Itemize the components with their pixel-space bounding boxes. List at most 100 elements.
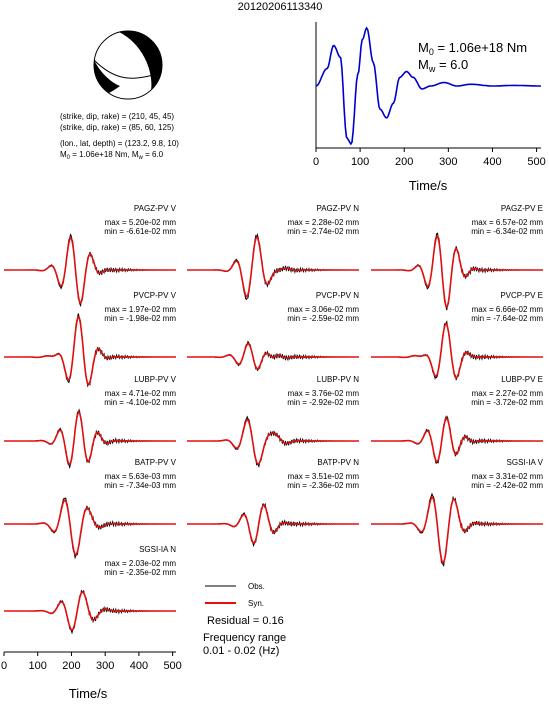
trace-synthetic	[371, 496, 543, 564]
stf-tick-label: 100	[351, 156, 369, 168]
trace-name: BATP-PV V	[135, 458, 177, 467]
trace-min: min = -6.61e-02 mm	[104, 227, 176, 236]
bottom-tick-label: 300	[96, 660, 114, 672]
legend-obs-label: Obs.	[248, 582, 265, 591]
trace-synthetic	[187, 342, 359, 370]
legend: Obs. Syn.	[205, 582, 265, 608]
trace-min: min = -2.92e-02 mm	[287, 398, 359, 407]
trace-max: max = 3.76e-02 mm	[288, 389, 360, 398]
trace-min: min = -2.59e-02 mm	[287, 314, 359, 323]
trace-min: min = -6.34e-02 mm	[471, 227, 543, 236]
bottom-tick-label: 200	[62, 660, 80, 672]
stf-tick-label: 200	[395, 156, 413, 168]
trace-name: SGSI-IA N	[139, 545, 176, 554]
trace-min: min = -1.98e-02 mm	[104, 314, 176, 323]
beachball-nodal-plane-2	[94, 59, 162, 79]
trace-name: LUBP-PV N	[317, 375, 359, 384]
trace-max: max = 6.57e-02 mm	[472, 218, 544, 227]
trace-min: min = -2.36e-02 mm	[287, 481, 359, 490]
plane2-text: (strike, dip, rake) = (85, 60, 125)	[60, 123, 174, 132]
bottom-tick-label: 400	[130, 660, 148, 672]
trace-name: PVCP-PV E	[500, 291, 543, 300]
trace-max: max = 1.97e-02 mm	[105, 305, 177, 314]
trace-min: min = -7.64e-02 mm	[471, 314, 543, 323]
trace-max: max = 3.51e-02 mm	[288, 472, 360, 481]
stf-xlabel: Time/s	[409, 178, 448, 193]
bottom-tick-label: 500	[163, 660, 181, 672]
trace-synthetic	[4, 591, 176, 631]
trace-max: max = 5.63e-03 mm	[105, 472, 177, 481]
trace-synthetic	[4, 316, 176, 386]
bottom-tick-label: 100	[29, 660, 47, 672]
trace-max: max = 5.20e-02 mm	[105, 218, 177, 227]
trace-synthetic	[4, 236, 176, 305]
freq-label: Frequency range	[203, 632, 286, 644]
trace-synthetic	[187, 236, 359, 298]
trace-name: LUBP-PV V	[134, 375, 176, 384]
stf-tick-label: 0	[313, 156, 319, 168]
trace-name: PAGZ-PV V	[134, 204, 177, 213]
trace-min: min = -2.74e-02 mm	[287, 227, 359, 236]
trace-max: max = 2.28e-02 mm	[288, 218, 360, 227]
figure-title: 20120206113340	[238, 1, 323, 13]
trace-synthetic	[371, 235, 543, 309]
residual-text: Residual = 0.16	[207, 615, 284, 627]
trace-name: PAGZ-PV N	[316, 204, 359, 213]
trace-name: PAGZ-PV E	[501, 204, 543, 213]
trace-name: PVCP-PV N	[316, 291, 359, 300]
stf-curve	[315, 26, 541, 146]
beachball	[93, 30, 163, 100]
trace-observed	[187, 232, 359, 301]
bottom-xlabel: Time/s	[69, 686, 108, 701]
stf-tick-label: 300	[439, 156, 457, 168]
trace-synthetic	[4, 411, 176, 466]
trace-observed	[187, 340, 359, 372]
trace-max: max = 3.31e-02 mm	[472, 472, 544, 481]
trace-name: BATP-PV N	[317, 458, 359, 467]
location-text: (lon., lat, depth) = (123.2, 9.8, 10)	[60, 139, 179, 148]
moment-text: M0 = 1.06e+18 Nm, Mw = 6.0	[60, 150, 164, 161]
trace-min: min = -4.10e-02 mm	[104, 398, 176, 407]
freq-value: 0.01 - 0.02 (Hz)	[203, 645, 279, 657]
bottom-tick-label: 0	[1, 660, 7, 672]
trace-max: max = 4.71e-02 mm	[105, 389, 177, 398]
stf-m0-label: M0 = 1.06e+18 Nm	[418, 40, 527, 57]
trace-max: max = 6.66e-02 mm	[472, 305, 544, 314]
trace-name: SGSI-IA V	[507, 458, 544, 467]
trace-synthetic	[187, 504, 359, 544]
plane1-text: (strike, dip, rake) = (210, 45, 45)	[60, 112, 174, 121]
stf-tick-label: 500	[527, 156, 545, 168]
trace-min: min = -7.34e-03 mm	[104, 481, 176, 490]
trace-synthetic	[371, 322, 543, 380]
trace-min: min = -3.72e-02 mm	[471, 398, 543, 407]
trace-min: min = -2.42e-02 mm	[471, 481, 543, 490]
beachball-compressional-quadrant	[116, 31, 162, 99]
trace-max: max = 3.06e-02 mm	[288, 305, 360, 314]
stf-plot: 0 100 200 300 400 500	[313, 22, 546, 168]
legend-syn-label: Syn.	[248, 599, 264, 608]
trace-observed	[371, 415, 543, 464]
trace-min: min = -2.35e-02 mm	[104, 568, 176, 577]
trace-max: max = 2.27e-02 mm	[472, 389, 544, 398]
trace-max: max = 2.03e-02 mm	[105, 559, 177, 568]
trace-name: PVCP-PV V	[133, 291, 176, 300]
trace-name: LUBP-PV E	[501, 375, 543, 384]
stf-tick-label: 400	[483, 156, 501, 168]
bottom-time-axis: 0 100 200 300 400 500	[1, 651, 182, 672]
trace-synthetic	[4, 499, 176, 556]
trace-synthetic	[371, 417, 543, 463]
